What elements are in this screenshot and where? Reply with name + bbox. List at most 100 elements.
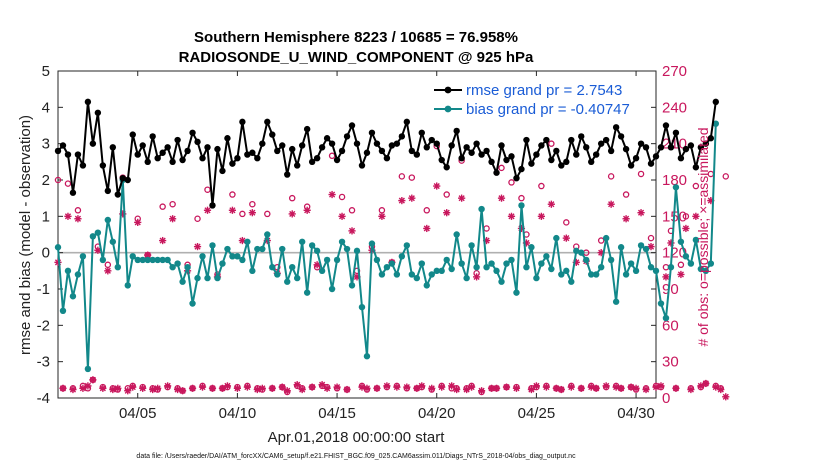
bias-point	[373, 256, 381, 264]
rmse-point	[69, 189, 77, 196]
bias-point	[124, 282, 131, 289]
obs-possible-point	[722, 173, 730, 180]
obs-assimilated-point	[453, 385, 461, 394]
obs-assimilated-point	[64, 212, 72, 220]
bias-point	[294, 274, 301, 282]
rmse-point	[622, 145, 630, 153]
bias-point	[627, 260, 635, 267]
bias-point	[468, 242, 475, 249]
right-y-tick-label: 120	[662, 245, 687, 262]
obs-assimilated-stroke	[568, 384, 575, 391]
rmse-point	[313, 155, 321, 162]
bias-point	[74, 271, 82, 278]
bias-point	[707, 260, 715, 267]
rmse-point	[388, 142, 396, 149]
obs-assimilated-point	[722, 393, 730, 401]
obs-assimilated-point	[492, 384, 501, 392]
obs-assimilated-stroke	[189, 385, 196, 392]
obs-assimilated-point	[617, 384, 625, 392]
obs-assimilated-stroke	[513, 385, 520, 392]
bias-point	[298, 238, 306, 245]
bias-point	[338, 238, 346, 245]
y-tick-label: -3	[37, 354, 50, 371]
obs-possible-point	[239, 210, 246, 218]
obs-assimilated-stroke	[64, 213, 72, 220]
rmse-point	[383, 155, 391, 162]
bias-point	[323, 256, 331, 264]
obs-assimilated-point	[198, 383, 207, 391]
rmse-point	[378, 147, 386, 155]
rmse-point	[328, 140, 336, 147]
rmse-point	[274, 147, 281, 155]
bias-point	[199, 253, 206, 260]
obs-assimilated-point	[69, 385, 77, 394]
bias-point	[518, 202, 525, 209]
bias-point	[224, 245, 231, 253]
obs-assimilated-stroke	[593, 385, 600, 392]
rmse-point	[408, 147, 416, 155]
rmse-point	[583, 144, 590, 151]
y-tick-label: 3	[42, 136, 50, 153]
obs-assimilated-stroke	[229, 207, 236, 214]
rmse-point	[677, 155, 685, 162]
obs-assimilated-point	[587, 383, 595, 391]
rmse-point	[129, 131, 136, 138]
bias-point	[642, 245, 650, 253]
bias-point	[528, 244, 535, 251]
bias-point	[523, 264, 530, 271]
obs-assimilated-stroke	[618, 385, 625, 392]
x-tick-label: 04/10	[219, 405, 257, 422]
bias-point	[164, 256, 171, 264]
obs-assimilated-point	[169, 215, 177, 223]
bias-point	[84, 365, 92, 373]
legend-rmse-label: rmse grand pr = 2.7543	[466, 82, 622, 99]
x-tick-label: 04/30	[617, 405, 655, 422]
obs-assimilated-point	[627, 383, 635, 391]
rmse-point	[373, 140, 381, 147]
obs-assimilated-point	[333, 383, 341, 391]
plot-area: -4-3-2-101234503060901201501802102402700…	[37, 63, 730, 422]
rmse-point	[627, 162, 635, 169]
obs-possible-point	[194, 215, 201, 223]
obs-assimilated-stroke	[613, 384, 620, 391]
rmse-point	[453, 127, 460, 135]
rmse-point	[523, 136, 530, 144]
bias-point	[144, 256, 151, 264]
obs-assimilated-stroke	[623, 215, 630, 222]
bias-point	[632, 267, 640, 275]
bias-point	[637, 242, 645, 249]
bias-point	[647, 264, 655, 271]
y-tick-label: 4	[42, 99, 50, 116]
obs-assimilated-point	[348, 227, 356, 235]
rmse-point	[632, 155, 640, 162]
obs-assimilated-point	[383, 382, 391, 390]
bias-point	[563, 267, 570, 275]
bias-point	[139, 256, 146, 264]
obs-assimilated-point	[114, 384, 122, 392]
obs-assimilated-point	[477, 387, 486, 395]
obs-assimilated-point	[717, 385, 725, 394]
obs-assimilated-point	[178, 387, 187, 395]
obs-possible-point	[538, 182, 545, 190]
rmse-point	[194, 138, 201, 146]
obs-assimilated-point	[208, 384, 217, 392]
obs-assimilated-point	[547, 200, 555, 208]
rmse-point	[104, 187, 112, 195]
obs-assimilated-point	[159, 236, 167, 245]
obs-assimilated-point	[433, 182, 441, 190]
obs-assimilated-stroke	[627, 384, 635, 391]
bias-point	[403, 242, 411, 249]
obs-possible-point	[597, 237, 605, 244]
rmse-point	[682, 145, 690, 153]
bias-point	[702, 267, 710, 275]
obs-possible-point	[677, 261, 685, 269]
rmse-point	[249, 149, 256, 156]
rmse-point	[279, 142, 286, 149]
rmse-point	[289, 145, 296, 153]
obs-assimilated-stroke	[578, 385, 585, 392]
y-tick-label: 0	[42, 245, 50, 262]
bias-point	[244, 238, 251, 245]
obs-assimilated-stroke	[677, 271, 685, 278]
obs-assimilated-point	[502, 383, 511, 391]
rmse-point	[239, 118, 246, 126]
